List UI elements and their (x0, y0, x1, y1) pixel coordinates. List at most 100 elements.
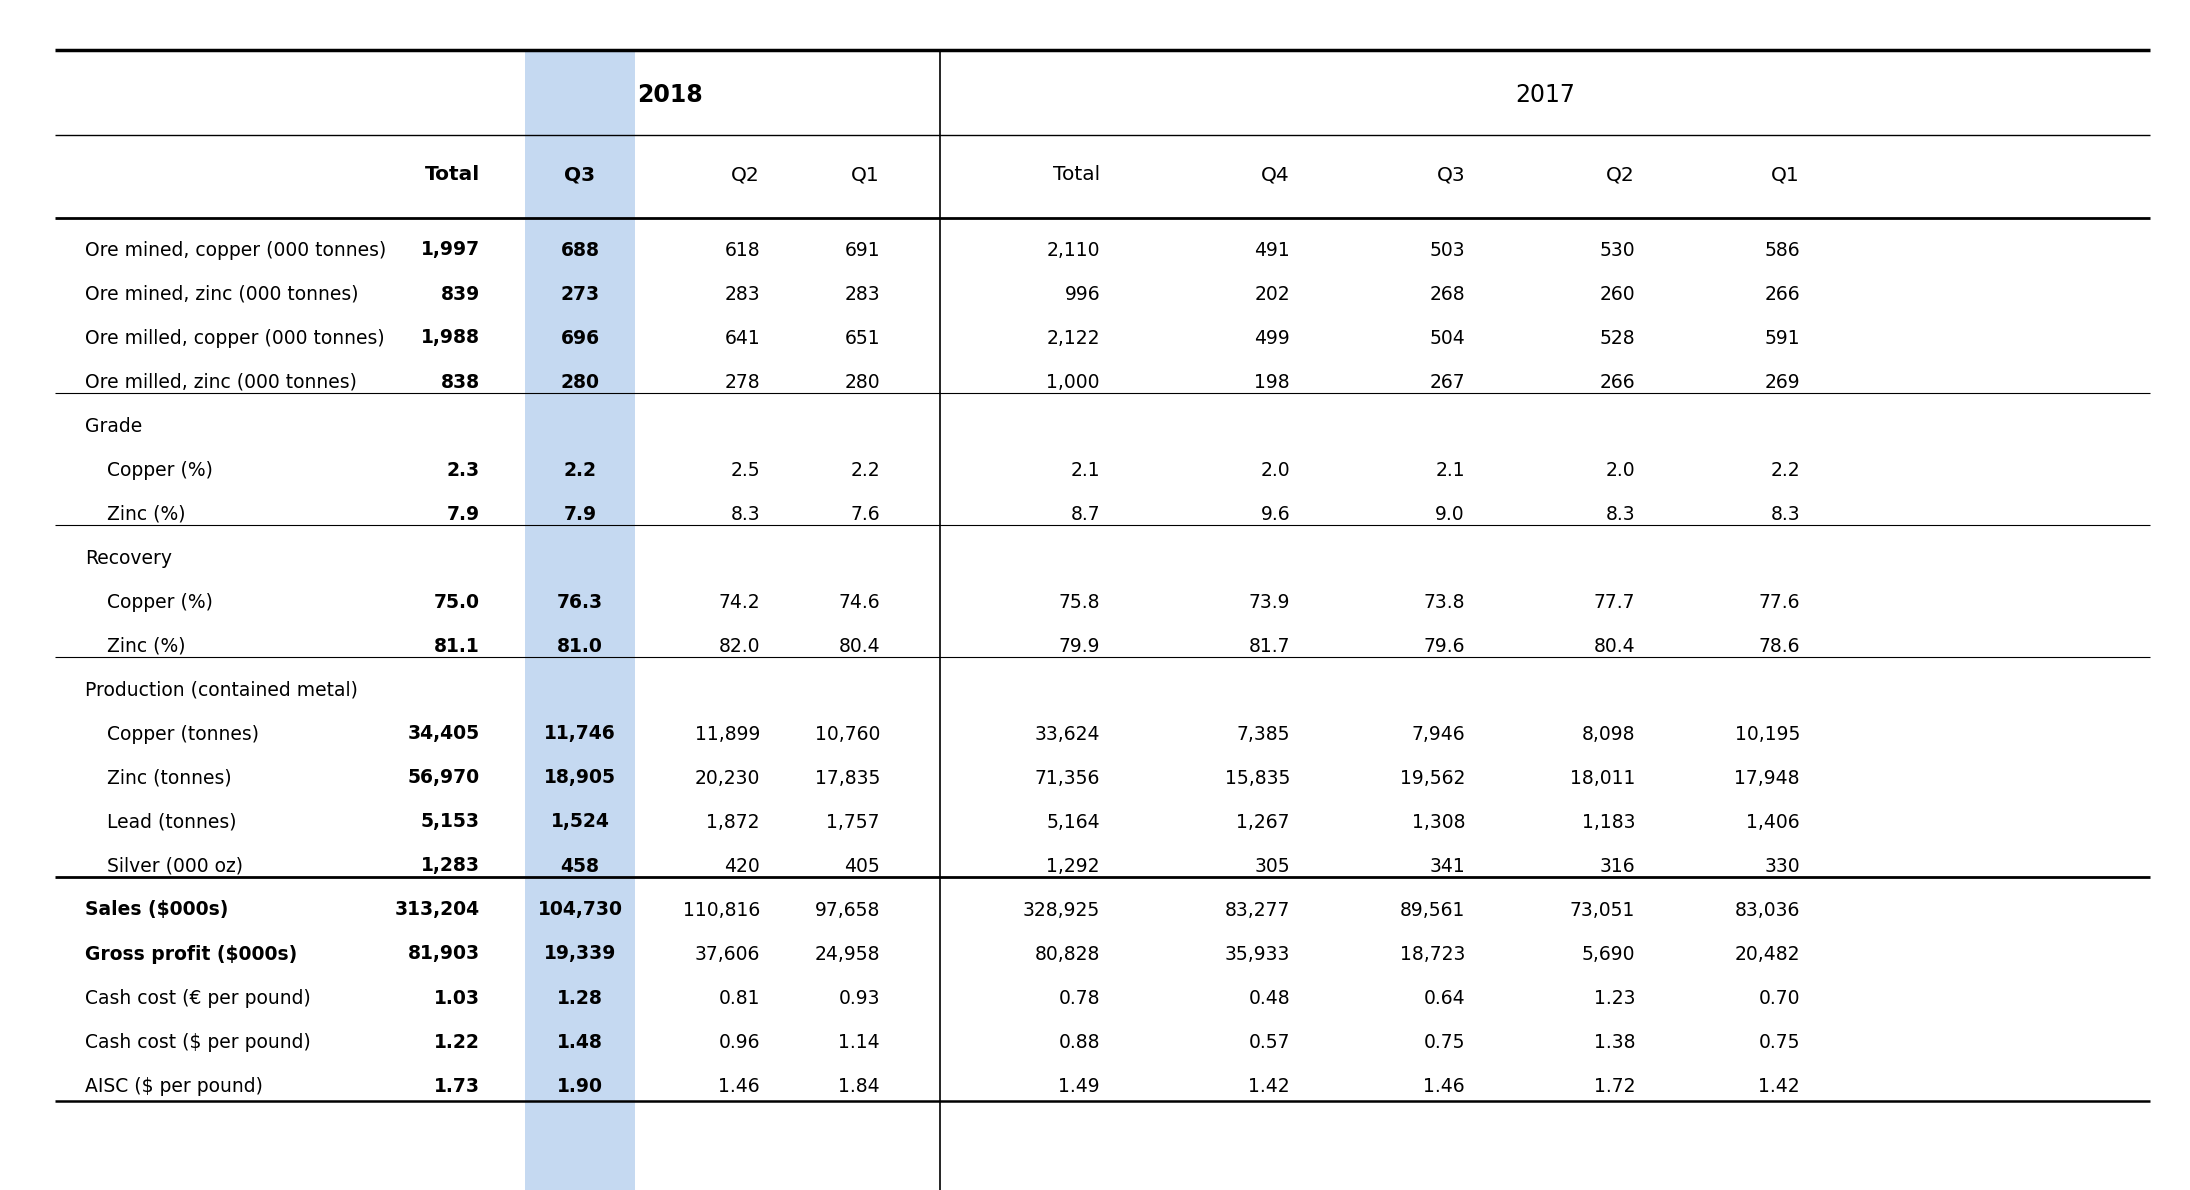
Text: 5,153: 5,153 (420, 813, 480, 832)
Text: 1,292: 1,292 (1047, 857, 1099, 876)
Text: 1,183: 1,183 (1581, 813, 1636, 832)
Text: 20,230: 20,230 (694, 769, 760, 788)
Text: 696: 696 (561, 328, 600, 347)
Text: 1,283: 1,283 (420, 857, 480, 876)
Text: 2.3: 2.3 (447, 461, 480, 480)
Text: 305: 305 (1255, 857, 1290, 876)
Text: 266: 266 (1765, 284, 1800, 303)
Text: 839: 839 (440, 284, 480, 303)
Text: 2.1: 2.1 (1071, 461, 1099, 480)
Text: 35,933: 35,933 (1224, 945, 1290, 964)
Text: 0.70: 0.70 (1759, 989, 1800, 1008)
Text: 260: 260 (1599, 284, 1636, 303)
Text: Ore milled, zinc (000 tonnes): Ore milled, zinc (000 tonnes) (85, 372, 357, 392)
Text: 37,606: 37,606 (694, 945, 760, 964)
Text: 1.03: 1.03 (434, 989, 480, 1008)
Text: Silver (000 oz): Silver (000 oz) (107, 857, 243, 876)
Text: Q1: Q1 (852, 165, 880, 184)
Text: 8.3: 8.3 (1605, 505, 1636, 524)
Text: 89,561: 89,561 (1399, 901, 1465, 920)
Text: 77.7: 77.7 (1594, 593, 1636, 612)
Text: 1,988: 1,988 (420, 328, 480, 347)
Text: Gross profit ($000s): Gross profit ($000s) (85, 945, 298, 964)
Text: 9.0: 9.0 (1434, 505, 1465, 524)
Text: 688: 688 (561, 240, 600, 259)
Text: 5,690: 5,690 (1581, 945, 1636, 964)
Text: 2,110: 2,110 (1047, 240, 1099, 259)
Text: Q4: Q4 (1261, 165, 1290, 184)
Text: 405: 405 (845, 857, 880, 876)
Text: 1.14: 1.14 (839, 1033, 880, 1052)
Text: 499: 499 (1255, 328, 1290, 347)
Text: 458: 458 (561, 857, 600, 876)
Text: 74.2: 74.2 (718, 593, 760, 612)
Text: 77.6: 77.6 (1759, 593, 1800, 612)
Text: 2018: 2018 (637, 83, 703, 107)
Text: Copper (%): Copper (%) (107, 461, 212, 480)
Text: 0.64: 0.64 (1424, 989, 1465, 1008)
Text: 82.0: 82.0 (718, 637, 760, 656)
Text: Production (contained metal): Production (contained metal) (85, 681, 357, 700)
Text: 491: 491 (1255, 240, 1290, 259)
Text: 73,051: 73,051 (1570, 901, 1636, 920)
Text: 75.8: 75.8 (1058, 593, 1099, 612)
Text: 2.2: 2.2 (850, 461, 880, 480)
Text: 1.48: 1.48 (556, 1033, 602, 1052)
Text: 2.2: 2.2 (563, 461, 596, 480)
Text: 280: 280 (845, 372, 880, 392)
Text: 316: 316 (1599, 857, 1636, 876)
Text: 71,356: 71,356 (1034, 769, 1099, 788)
Text: 1.46: 1.46 (1424, 1077, 1465, 1096)
Text: 1,406: 1,406 (1745, 813, 1800, 832)
Text: 528: 528 (1599, 328, 1636, 347)
Text: 1,757: 1,757 (826, 813, 880, 832)
Text: 1.38: 1.38 (1594, 1033, 1636, 1052)
Text: Total: Total (425, 165, 480, 184)
Text: 7,385: 7,385 (1237, 725, 1290, 744)
Text: Copper (%): Copper (%) (107, 593, 212, 612)
Text: Copper (tonnes): Copper (tonnes) (107, 725, 258, 744)
Text: 17,835: 17,835 (815, 769, 880, 788)
Text: 7,946: 7,946 (1410, 725, 1465, 744)
Text: 641: 641 (725, 328, 760, 347)
Text: 19,339: 19,339 (543, 945, 615, 964)
Text: 81.1: 81.1 (434, 637, 480, 656)
Text: 1.84: 1.84 (839, 1077, 880, 1096)
Text: 618: 618 (725, 240, 760, 259)
Text: 278: 278 (725, 372, 760, 392)
Text: 202: 202 (1255, 284, 1290, 303)
Text: 83,036: 83,036 (1734, 901, 1800, 920)
Text: 591: 591 (1765, 328, 1800, 347)
Text: 1.72: 1.72 (1594, 1077, 1636, 1096)
Text: 104,730: 104,730 (537, 901, 622, 920)
Text: 0.96: 0.96 (718, 1033, 760, 1052)
Text: 1.46: 1.46 (718, 1077, 760, 1096)
Text: 8.7: 8.7 (1071, 505, 1099, 524)
Text: 83,277: 83,277 (1224, 901, 1290, 920)
Text: Zinc (%): Zinc (%) (107, 637, 186, 656)
Text: Grade: Grade (85, 416, 142, 436)
Text: 79.9: 79.9 (1058, 637, 1099, 656)
Text: 1,872: 1,872 (707, 813, 760, 832)
Text: 10,760: 10,760 (815, 725, 880, 744)
Text: 1.22: 1.22 (434, 1033, 480, 1052)
Text: 7.9: 7.9 (563, 505, 596, 524)
Text: 586: 586 (1765, 240, 1800, 259)
Text: 56,970: 56,970 (407, 769, 480, 788)
Text: 81.0: 81.0 (556, 637, 602, 656)
Text: AISC ($ per pound): AISC ($ per pound) (85, 1077, 263, 1096)
Text: 1,308: 1,308 (1413, 813, 1465, 832)
Text: 1.42: 1.42 (1248, 1077, 1290, 1096)
Text: 503: 503 (1430, 240, 1465, 259)
Text: 267: 267 (1430, 372, 1465, 392)
Text: 19,562: 19,562 (1399, 769, 1465, 788)
Text: 1.49: 1.49 (1058, 1077, 1099, 1096)
Text: Q1: Q1 (1772, 165, 1800, 184)
Text: 81.7: 81.7 (1248, 637, 1290, 656)
Text: 0.57: 0.57 (1248, 1033, 1290, 1052)
Text: 18,905: 18,905 (543, 769, 615, 788)
Text: 80.4: 80.4 (839, 637, 880, 656)
Text: Cash cost (€ per pound): Cash cost (€ per pound) (85, 989, 311, 1008)
Text: Sales ($000s): Sales ($000s) (85, 901, 228, 920)
Text: Q2: Q2 (731, 165, 760, 184)
